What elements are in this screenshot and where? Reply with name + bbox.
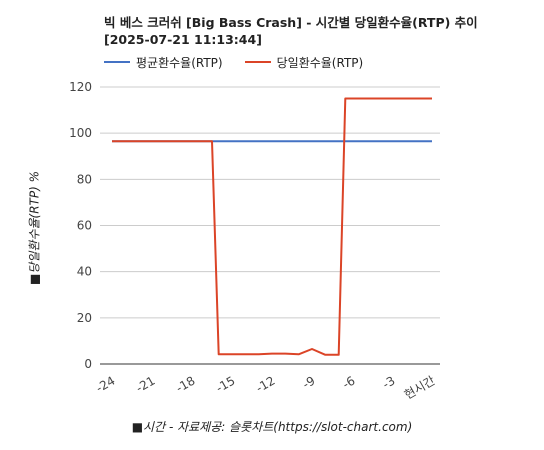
chart-title: 빅 베스 크러쉬 [Big Bass Crash] - 시간별 당일환수율(RT… xyxy=(104,14,534,48)
grid-lines xyxy=(100,86,440,365)
y-axis-label: ■당일환수율(RTP) % xyxy=(27,170,42,286)
x-tick-label-7: -3 xyxy=(380,373,397,391)
x-tick-label-4: -12 xyxy=(254,373,278,395)
y-tick-label-20: 20 xyxy=(77,311,92,325)
y-tick-label-0: 0 xyxy=(84,357,92,371)
chart-title-line-2: [2025-07-21 11:13:44] xyxy=(104,32,262,47)
y-tick-label-120: 120 xyxy=(69,80,92,94)
legend: 평균환수율(RTP) 당일환수율(RTP) xyxy=(104,53,385,71)
legend-swatch-average-rtp xyxy=(104,61,130,63)
x-tick-label-6: -6 xyxy=(340,373,357,391)
y-tick-label-40: 40 xyxy=(77,265,92,279)
x-axis-ticks: -24 -21 -18 -15 -12 -9 -6 -3 현시간 xyxy=(94,373,438,402)
legend-item-daily-rtp[interactable]: 당일환수율(RTP) xyxy=(244,54,364,71)
chart-title-line-1: 빅 베스 크러쉬 [Big Bass Crash] - 시간별 당일환수율(RT… xyxy=(104,15,478,30)
x-tick-label-3: -15 xyxy=(214,373,238,395)
y-tick-label-60: 60 xyxy=(77,219,92,233)
x-tick-label-1: -21 xyxy=(134,373,158,395)
x-tick-label-8: 현시간 xyxy=(402,373,438,402)
series-line-1 xyxy=(112,97,432,356)
series-lines xyxy=(112,97,432,356)
x-tick-label-5: -9 xyxy=(300,373,317,391)
legend-label-average-rtp: 평균환수율(RTP) xyxy=(136,55,223,70)
legend-swatch-daily-rtp xyxy=(244,61,271,63)
x-axis-label: ■시간 - 자료제공: 슬롯차트(https://slot-chart.com) xyxy=(131,420,413,434)
x-tick-label-2: -18 xyxy=(174,373,198,395)
y-axis-ticks: 0 20 40 60 80 100 120 xyxy=(69,80,92,371)
x-tick-label-0: -24 xyxy=(94,373,118,395)
y-tick-label-100: 100 xyxy=(69,126,92,140)
legend-item-average-rtp[interactable]: 평균환수율(RTP) xyxy=(104,54,223,71)
y-tick-label-80: 80 xyxy=(77,172,92,186)
legend-label-daily-rtp: 당일환수율(RTP) xyxy=(276,55,364,70)
